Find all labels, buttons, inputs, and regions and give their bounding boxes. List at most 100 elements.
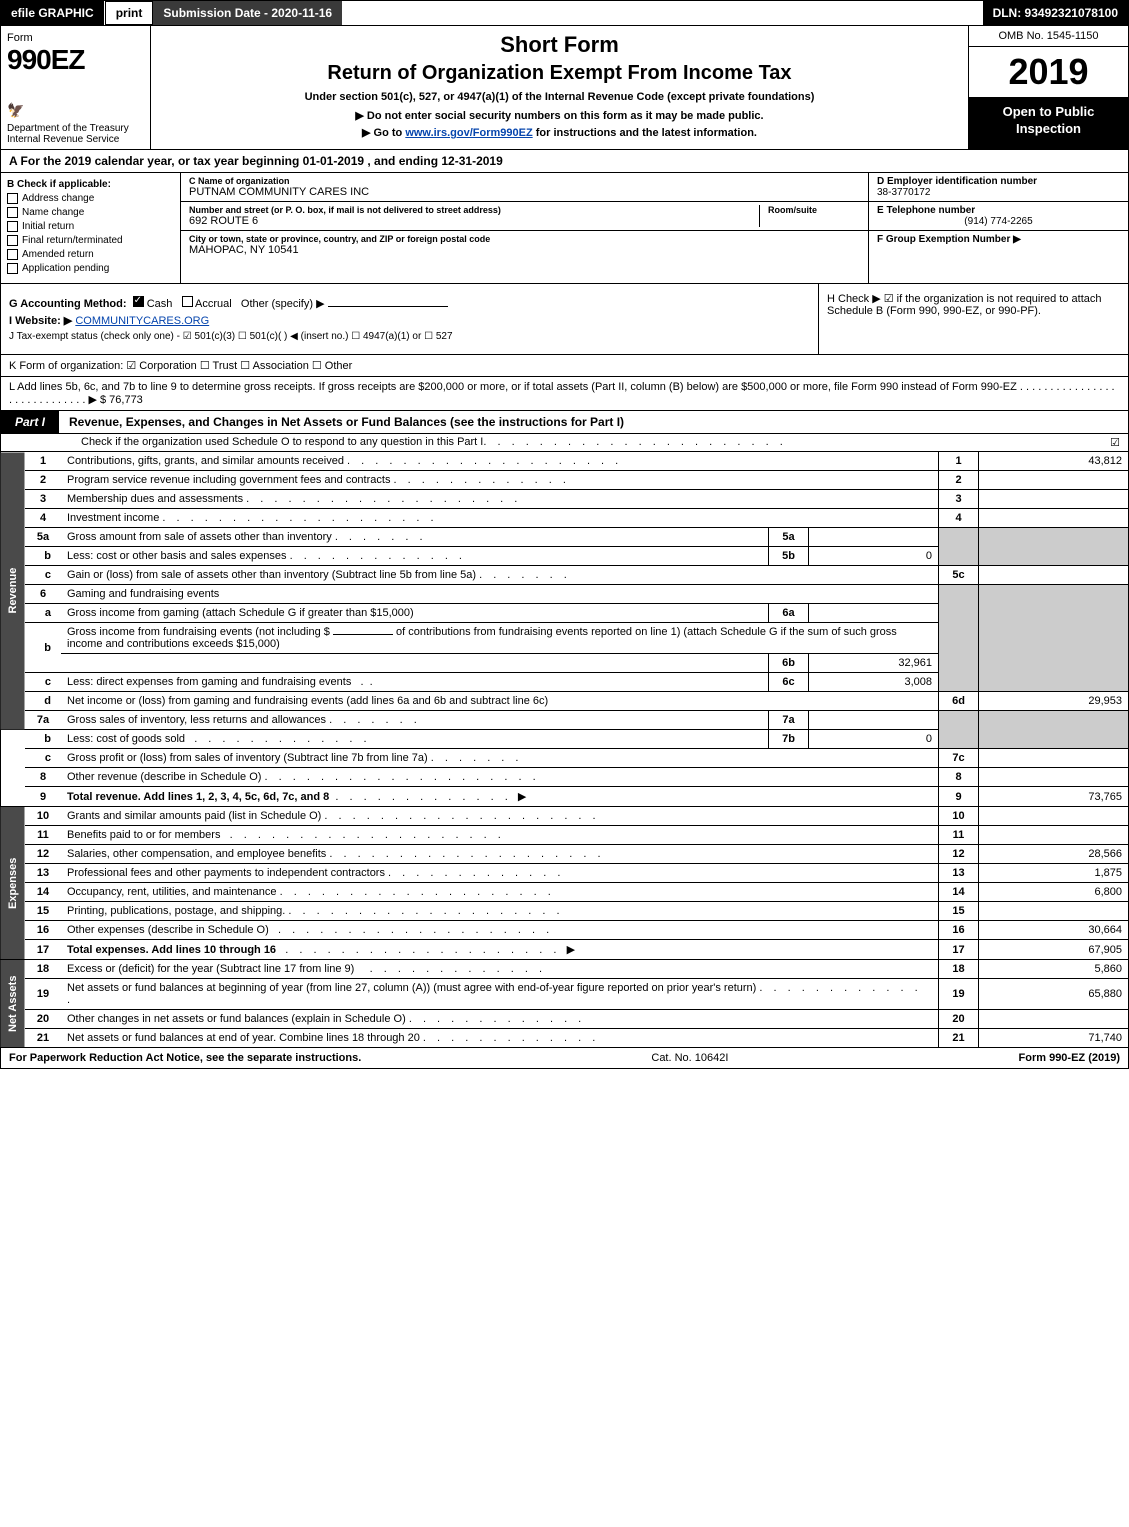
line-11: 11 Benefits paid to or for members . . .…	[1, 826, 1129, 845]
val-10	[979, 807, 1129, 826]
part1-label: Part I	[1, 411, 59, 433]
omb-number: OMB No. 1545-1150	[969, 26, 1128, 47]
website-line: I Website: ▶ COMMUNITYCARES.ORG	[9, 314, 810, 327]
org-name: PUTNAM COMMUNITY CARES INC	[189, 186, 860, 198]
val-4	[979, 509, 1129, 528]
goto-line: ▶ Go to www.irs.gov/Form990EZ for instru…	[161, 126, 958, 139]
block-def: D Employer identification number 38-3770…	[868, 173, 1128, 283]
line-16: 16 Other expenses (describe in Schedule …	[1, 921, 1129, 940]
address-row: Number and street (or P. O. box, if mail…	[181, 202, 868, 231]
val-16: 30,664	[979, 921, 1129, 940]
line-6: 6 Gaming and fundraising events	[1, 585, 1129, 604]
topbar: efile GRAPHIC print Submission Date - 20…	[0, 0, 1129, 26]
line-4: 4 Investment income . . . . . . . . . . …	[1, 509, 1129, 528]
val-5b: 0	[809, 547, 939, 566]
val-12: 28,566	[979, 845, 1129, 864]
part1-header: Part I Revenue, Expenses, and Changes in…	[0, 411, 1129, 434]
line-7c: c Gross profit or (loss) from sales of i…	[1, 749, 1129, 768]
line-3: 3 Membership dues and assessments . . . …	[1, 490, 1129, 509]
topbar-spacer	[342, 1, 982, 25]
accounting-method: G Accounting Method: Cash Accrual Other …	[9, 296, 810, 310]
k-line: K Form of organization: ☑ Corporation ☐ …	[0, 355, 1129, 377]
print-button[interactable]: print	[105, 1, 154, 25]
block-b-title: B Check if applicable:	[7, 179, 174, 190]
phone-row: E Telephone number (914) 774-2265	[869, 202, 1128, 231]
val-14: 6,800	[979, 883, 1129, 902]
line-12: 12 Salaries, other compensation, and emp…	[1, 845, 1129, 864]
line-8: 8 Other revenue (describe in Schedule O)…	[1, 768, 1129, 787]
val-1: 43,812	[979, 452, 1129, 471]
val-15	[979, 902, 1129, 921]
line-1: Revenue 1 Contributions, gifts, grants, …	[1, 452, 1129, 471]
l-line: L Add lines 5b, 6c, and 7b to line 9 to …	[0, 377, 1129, 411]
short-form-title: Short Form	[161, 32, 958, 58]
under-section: Under section 501(c), 527, or 4947(a)(1)…	[161, 91, 958, 103]
donot-line: ▶ Do not enter social security numbers o…	[161, 109, 958, 122]
form-990ez-page: efile GRAPHIC print Submission Date - 20…	[0, 0, 1129, 1069]
val-21: 71,740	[979, 1029, 1129, 1048]
footer-catno: Cat. No. 10642I	[361, 1052, 1018, 1064]
part1-table: Revenue 1 Contributions, gifts, grants, …	[0, 452, 1129, 1048]
val-6b: 32,961	[809, 654, 939, 673]
gh-block: G Accounting Method: Cash Accrual Other …	[0, 284, 1129, 355]
info-block: B Check if applicable: Address change Na…	[0, 173, 1129, 284]
val-5a	[809, 528, 939, 547]
expenses-label: Expenses	[1, 807, 26, 960]
line-10: Expenses 10 Grants and similar amounts p…	[1, 807, 1129, 826]
city-row: City or town, state or province, country…	[181, 231, 868, 259]
footer-formref: Form 990-EZ (2019)	[1019, 1052, 1120, 1064]
part1-checked: ☑	[1110, 436, 1120, 449]
room-suite-label: Room/suite	[768, 205, 860, 215]
block-b: B Check if applicable: Address change Na…	[1, 173, 181, 283]
website-link[interactable]: COMMUNITYCARES.ORG	[75, 315, 209, 327]
line-14: 14 Occupancy, rent, utilities, and maint…	[1, 883, 1129, 902]
val-7a	[809, 711, 939, 730]
efile-graphic-label: efile GRAPHIC	[1, 1, 105, 25]
line-21: 21 Net assets or fund balances at end of…	[1, 1029, 1129, 1048]
form-word: Form	[7, 32, 144, 44]
val-17: 67,905	[979, 940, 1129, 960]
irs-eagle-icon: 🦅	[7, 102, 24, 119]
street-address: 692 ROUTE 6	[189, 215, 751, 227]
chk-accrual[interactable]	[182, 296, 193, 307]
val-7b: 0	[809, 730, 939, 749]
ein-value: 38-3770172	[877, 187, 1120, 198]
submission-date: Submission Date - 2020-11-16	[153, 1, 342, 25]
chk-initial-return[interactable]: Initial return	[7, 221, 174, 232]
val-6a	[809, 604, 939, 623]
val-11	[979, 826, 1129, 845]
chk-address-change[interactable]: Address change	[7, 193, 174, 204]
chk-name-change[interactable]: Name change	[7, 207, 174, 218]
line-9: 9 Total revenue. Add lines 1, 2, 3, 4, 5…	[1, 787, 1129, 807]
org-name-row: C Name of organization PUTNAM COMMUNITY …	[181, 173, 868, 202]
line-5a: 5a Gross amount from sale of assets othe…	[1, 528, 1129, 547]
chk-final-return[interactable]: Final return/terminated	[7, 235, 174, 246]
line-20: 20 Other changes in net assets or fund b…	[1, 1010, 1129, 1029]
netassets-label: Net Assets	[1, 960, 26, 1048]
phone-value: (914) 774-2265	[877, 216, 1120, 227]
val-19: 65,880	[979, 979, 1129, 1010]
tax-exempt-status: J Tax-exempt status (check only one) - ☑…	[9, 331, 810, 342]
val-5c	[979, 566, 1129, 585]
dept-treasury: Department of the Treasury Internal Reve…	[7, 123, 129, 145]
row-a-tax-year: A For the 2019 calendar year, or tax yea…	[0, 150, 1129, 173]
chk-pending[interactable]: Application pending	[7, 263, 174, 274]
val-9: 73,765	[979, 787, 1129, 807]
ein-row: D Employer identification number 38-3770…	[869, 173, 1128, 202]
revenue-label: Revenue	[1, 452, 26, 730]
irs-link[interactable]: www.irs.gov/Form990EZ	[405, 127, 532, 139]
chk-amended[interactable]: Amended return	[7, 249, 174, 260]
gross-receipts: ▶ $ 76,773	[88, 394, 142, 406]
part1-check-line: Check if the organization used Schedule …	[0, 434, 1129, 452]
line-19: 19 Net assets or fund balances at beginn…	[1, 979, 1129, 1010]
form-code: 990EZ	[7, 44, 144, 76]
val-6d: 29,953	[979, 692, 1129, 711]
header-mid: Short Form Return of Organization Exempt…	[151, 26, 968, 149]
dln-label: DLN: 93492321078100	[983, 1, 1128, 25]
chk-cash[interactable]	[133, 296, 144, 307]
block-g: G Accounting Method: Cash Accrual Other …	[1, 284, 818, 354]
val-6c: 3,008	[809, 673, 939, 692]
footer: For Paperwork Reduction Act Notice, see …	[0, 1048, 1129, 1069]
val-20	[979, 1010, 1129, 1029]
part1-title: Revenue, Expenses, and Changes in Net As…	[59, 411, 1128, 433]
